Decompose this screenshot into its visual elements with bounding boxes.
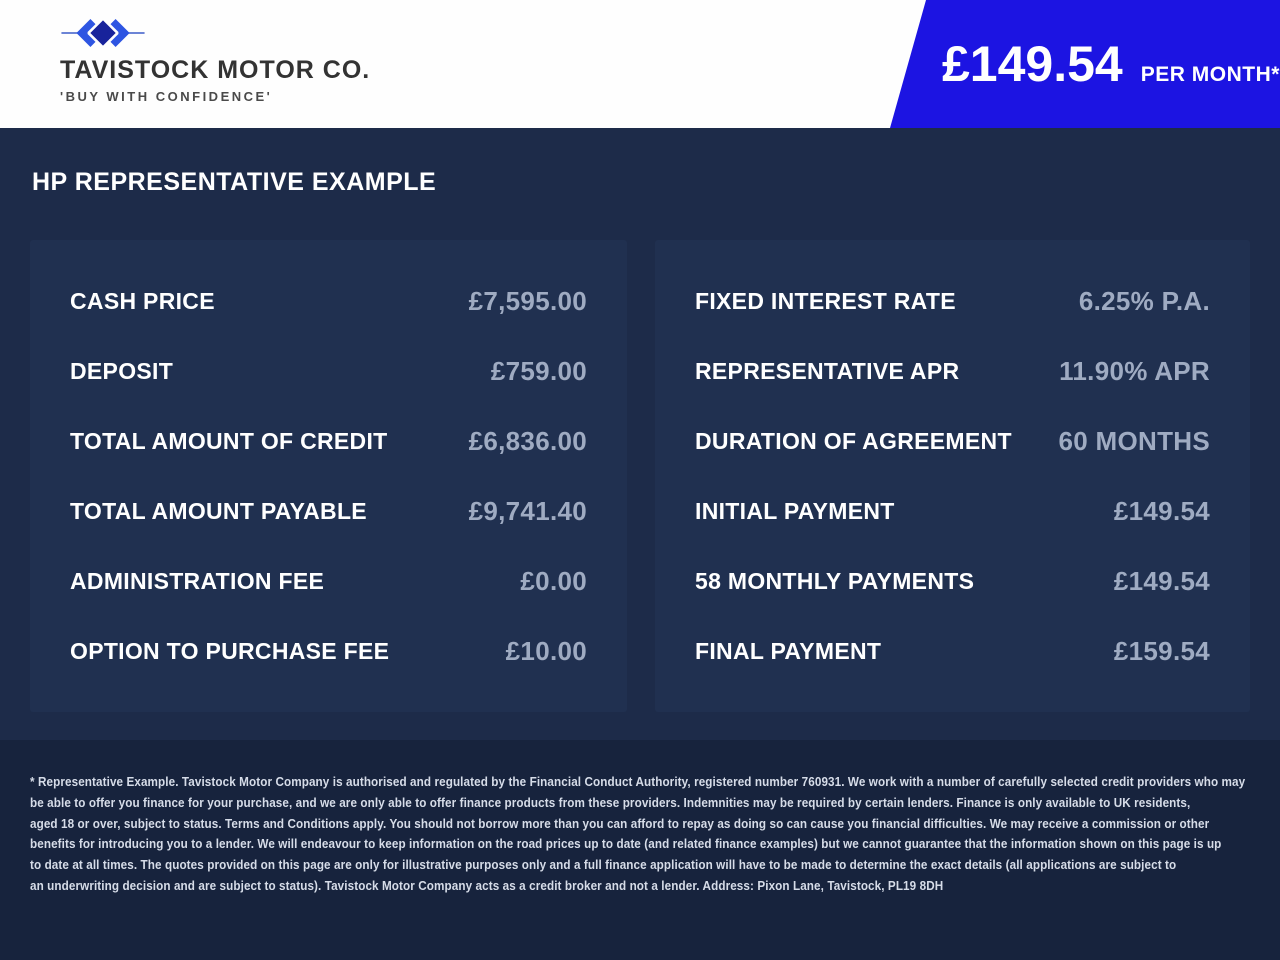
finance-example-section: HP REPRESENTATIVE EXAMPLE CASH PRICE £7,… bbox=[0, 128, 1280, 740]
row-label: ADMINISTRATION FEE bbox=[70, 567, 325, 594]
row-label: TOTAL AMOUNT PAYABLE bbox=[70, 497, 367, 524]
row-label: REPRESENTATIVE APR bbox=[695, 357, 960, 384]
finance-row-deposit: DEPOSIT £759.00 bbox=[70, 338, 587, 404]
legal-small-print: * Representative Example. Tavistock Moto… bbox=[30, 772, 1246, 897]
row-value: £159.54 bbox=[1113, 635, 1210, 666]
finance-row-admin-fee: ADMINISTRATION FEE £0.00 bbox=[70, 548, 587, 614]
dealer-name: TAVISTOCK MOTOR CO. bbox=[60, 56, 371, 84]
finance-row-duration: DURATION OF AGREEMENT 60 MONTHS bbox=[695, 408, 1210, 474]
finance-row-fixed-interest-rate: FIXED INTEREST RATE 6.25% P.A. bbox=[695, 268, 1210, 334]
row-value: £759.00 bbox=[490, 355, 587, 386]
row-label: CASH PRICE bbox=[70, 287, 215, 314]
row-label: OPTION TO PURCHASE FEE bbox=[70, 637, 390, 664]
header: TAVISTOCK MOTOR CO. 'BUY WITH CONFIDENCE… bbox=[0, 0, 1280, 128]
row-value: £10.00 bbox=[505, 635, 587, 666]
finance-row-monthly-payments: 58 MONTHLY PAYMENTS £149.54 bbox=[695, 548, 1210, 614]
finance-row-total-payable: TOTAL AMOUNT PAYABLE £9,741.40 bbox=[70, 478, 587, 544]
finance-row-total-credit: TOTAL AMOUNT OF CREDIT £6,836.00 bbox=[70, 408, 587, 474]
dealer-tagline: 'BUY WITH CONFIDENCE' bbox=[60, 89, 273, 104]
row-value: 6.25% P.A. bbox=[1078, 285, 1210, 316]
legal-line: be able to offer you finance for your pu… bbox=[30, 794, 1191, 810]
price-banner: £149.54 PER MONTH* bbox=[890, 0, 1280, 128]
row-label: INITIAL PAYMENT bbox=[695, 497, 895, 524]
legal-line: an underwriting decision and are subject… bbox=[30, 877, 944, 893]
diamond-chevrons-logo-icon bbox=[61, 17, 145, 49]
finance-row-final-payment: FINAL PAYMENT £159.54 bbox=[695, 618, 1210, 684]
row-value: 11.90% APR bbox=[1059, 355, 1210, 386]
monthly-price-period: PER MONTH* bbox=[1140, 63, 1280, 86]
row-label: TOTAL AMOUNT OF CREDIT bbox=[70, 427, 388, 454]
row-value: £149.54 bbox=[1113, 495, 1210, 526]
finance-row-initial-payment: INITIAL PAYMENT £149.54 bbox=[695, 478, 1210, 544]
finance-row-cash-price: CASH PRICE £7,595.00 bbox=[70, 268, 587, 334]
row-value: 60 MONTHS bbox=[1058, 425, 1210, 456]
row-label: FIXED INTEREST RATE bbox=[695, 287, 956, 314]
row-label: DEPOSIT bbox=[70, 357, 174, 384]
row-value: £7,595.00 bbox=[468, 285, 587, 316]
row-value: £9,741.40 bbox=[468, 495, 587, 526]
legal-line: benefits for introducing you to a lender… bbox=[30, 836, 1222, 852]
finance-row-option-to-purchase-fee: OPTION TO PURCHASE FEE £10.00 bbox=[70, 618, 587, 684]
finance-panel-right: FIXED INTEREST RATE 6.25% P.A. REPRESENT… bbox=[655, 240, 1250, 712]
monthly-price: £149.54 bbox=[942, 36, 1123, 92]
legal-footer: * Representative Example. Tavistock Moto… bbox=[0, 740, 1280, 960]
row-value: £0.00 bbox=[520, 565, 587, 596]
row-label: FINAL PAYMENT bbox=[695, 637, 882, 664]
legal-line: * Representative Example. Tavistock Moto… bbox=[30, 774, 1246, 789]
legal-line: aged 18 or over, subject to status. Term… bbox=[30, 815, 1210, 831]
row-value: £149.54 bbox=[1113, 565, 1210, 596]
row-label: 58 MONTHLY PAYMENTS bbox=[695, 567, 975, 594]
dealer-logo: TAVISTOCK MOTOR CO. 'BUY WITH CONFIDENCE… bbox=[60, 12, 370, 104]
row-value: £6,836.00 bbox=[468, 425, 587, 456]
finance-row-representative-apr: REPRESENTATIVE APR 11.90% APR bbox=[695, 338, 1210, 404]
page-title: HP REPRESENTATIVE EXAMPLE bbox=[32, 168, 437, 196]
row-label: DURATION OF AGREEMENT bbox=[695, 427, 1012, 454]
finance-panel-left: CASH PRICE £7,595.00 DEPOSIT £759.00 TOT… bbox=[30, 240, 627, 712]
legal-line: to date at all times. The quotes provide… bbox=[30, 857, 1177, 873]
